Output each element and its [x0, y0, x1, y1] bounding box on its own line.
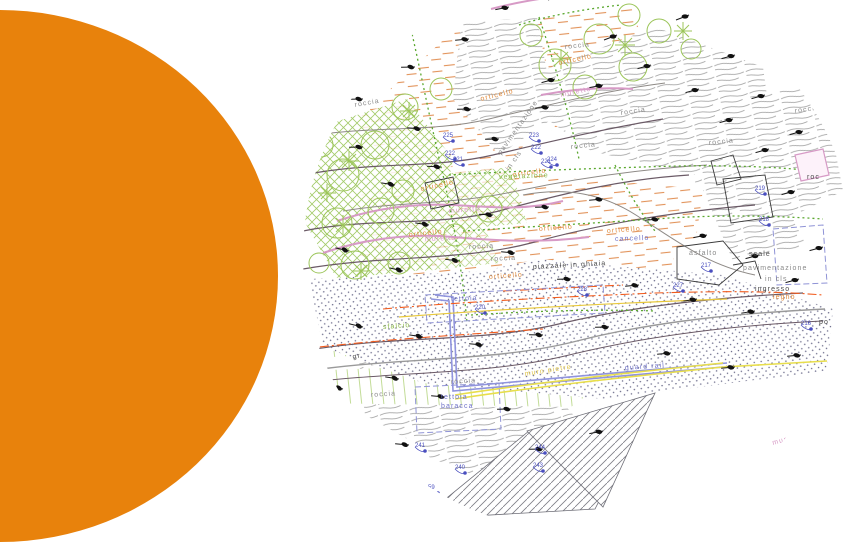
survey-point: 243 [532, 463, 545, 473]
map-label: roccia [469, 243, 495, 251]
map-label: piazzale in ghiaia [533, 260, 607, 271]
survey-point-label: 218 [759, 217, 770, 223]
map-label: muretto [449, 206, 481, 215]
survey-point: 225 [442, 133, 455, 143]
survey-point: 59 [427, 485, 440, 495]
map-label: in cls [765, 276, 788, 283]
survey-point-label: 221 [453, 157, 464, 163]
map-label: ingresso [755, 286, 790, 293]
map-label: roccia [620, 107, 646, 117]
map-label: baracca [441, 403, 474, 410]
map-label: roccia [708, 137, 734, 147]
map-label: orticello [489, 272, 523, 281]
page-title: Topografia [0, 10, 14, 542]
survey-point-label: 228 [577, 287, 588, 293]
survey-point: 217 [700, 263, 713, 273]
map-label: vegetazione [499, 172, 549, 181]
map-label: tettoia [451, 295, 478, 303]
survey-point: 222 [530, 145, 543, 155]
map-label: legno [773, 294, 796, 301]
map-label: orticello [512, 167, 547, 179]
map-label: po [819, 319, 829, 326]
survey-point-label: 225 [443, 133, 454, 139]
survey-point-label: 216 [801, 321, 812, 327]
brand-panel: Topografia [0, 10, 278, 542]
survey-point-label: 222 [531, 145, 542, 151]
map-label: orticello [607, 226, 641, 235]
survey-point: 219 [754, 186, 767, 196]
survey-point: 227 [672, 283, 685, 293]
survey-point-label: 217 [701, 263, 712, 269]
survey-point: 221 [540, 159, 553, 169]
topographic-map: 225 222 221 224 223 222 221 219 218 217 216 220 228 2… [303, 0, 852, 531]
survey-point: 216 [800, 321, 813, 331]
survey-point-label: 241 [415, 443, 426, 449]
map-label: cancello [615, 235, 650, 243]
survey-point-label: 59 [428, 485, 435, 491]
survey-point: 241 [414, 443, 427, 453]
map-label: tettoia [441, 394, 468, 401]
survey-point-label: 223 [529, 133, 540, 139]
survey-point-label: 219 [755, 186, 766, 192]
survey-point-label: 227 [673, 283, 684, 289]
survey-point: 228 [576, 287, 589, 297]
survey-point: 223 [528, 133, 541, 143]
map-label: muro [772, 435, 794, 447]
map-linework [303, 0, 830, 434]
map-label: pavimentazione [743, 265, 807, 272]
survey-point: 224 [546, 157, 559, 167]
map-label: roc [807, 174, 820, 181]
survey-point-label: 222 [445, 151, 456, 157]
map-label: roccia [451, 377, 477, 386]
map-label: asfalto [689, 250, 717, 257]
map-label: orticello [539, 224, 573, 233]
map-label: muretto [425, 235, 457, 243]
map-fills [303, 5, 843, 520]
map-label: roccia [564, 41, 590, 51]
survey-point: 218 [758, 217, 771, 227]
map-label: roccia [794, 105, 820, 115]
survey-point: 244 [534, 445, 547, 455]
map-label: roccia [570, 141, 596, 151]
map-label: guard rail [625, 362, 666, 372]
map-label: roccia [354, 98, 380, 109]
map-label: roccia [491, 255, 517, 263]
map-label: sfalcio [383, 322, 411, 331]
survey-point-label: 224 [547, 157, 558, 163]
survey-point: 221 [452, 157, 465, 167]
survey-point-label: 221 [541, 159, 552, 165]
map-label: orticello [408, 228, 443, 239]
map-label: gr [352, 352, 362, 361]
survey-point: 240 [454, 465, 467, 475]
map-label: scale [749, 251, 771, 258]
map-label: roccia [371, 390, 397, 399]
survey-point: 220 [474, 305, 487, 315]
survey-point-label: 240 [455, 465, 466, 471]
survey-point-label: 243 [533, 463, 544, 469]
survey-point-label: 220 [475, 305, 486, 311]
survey-point: 222 [444, 151, 457, 161]
survey-point-label: 244 [535, 445, 546, 451]
